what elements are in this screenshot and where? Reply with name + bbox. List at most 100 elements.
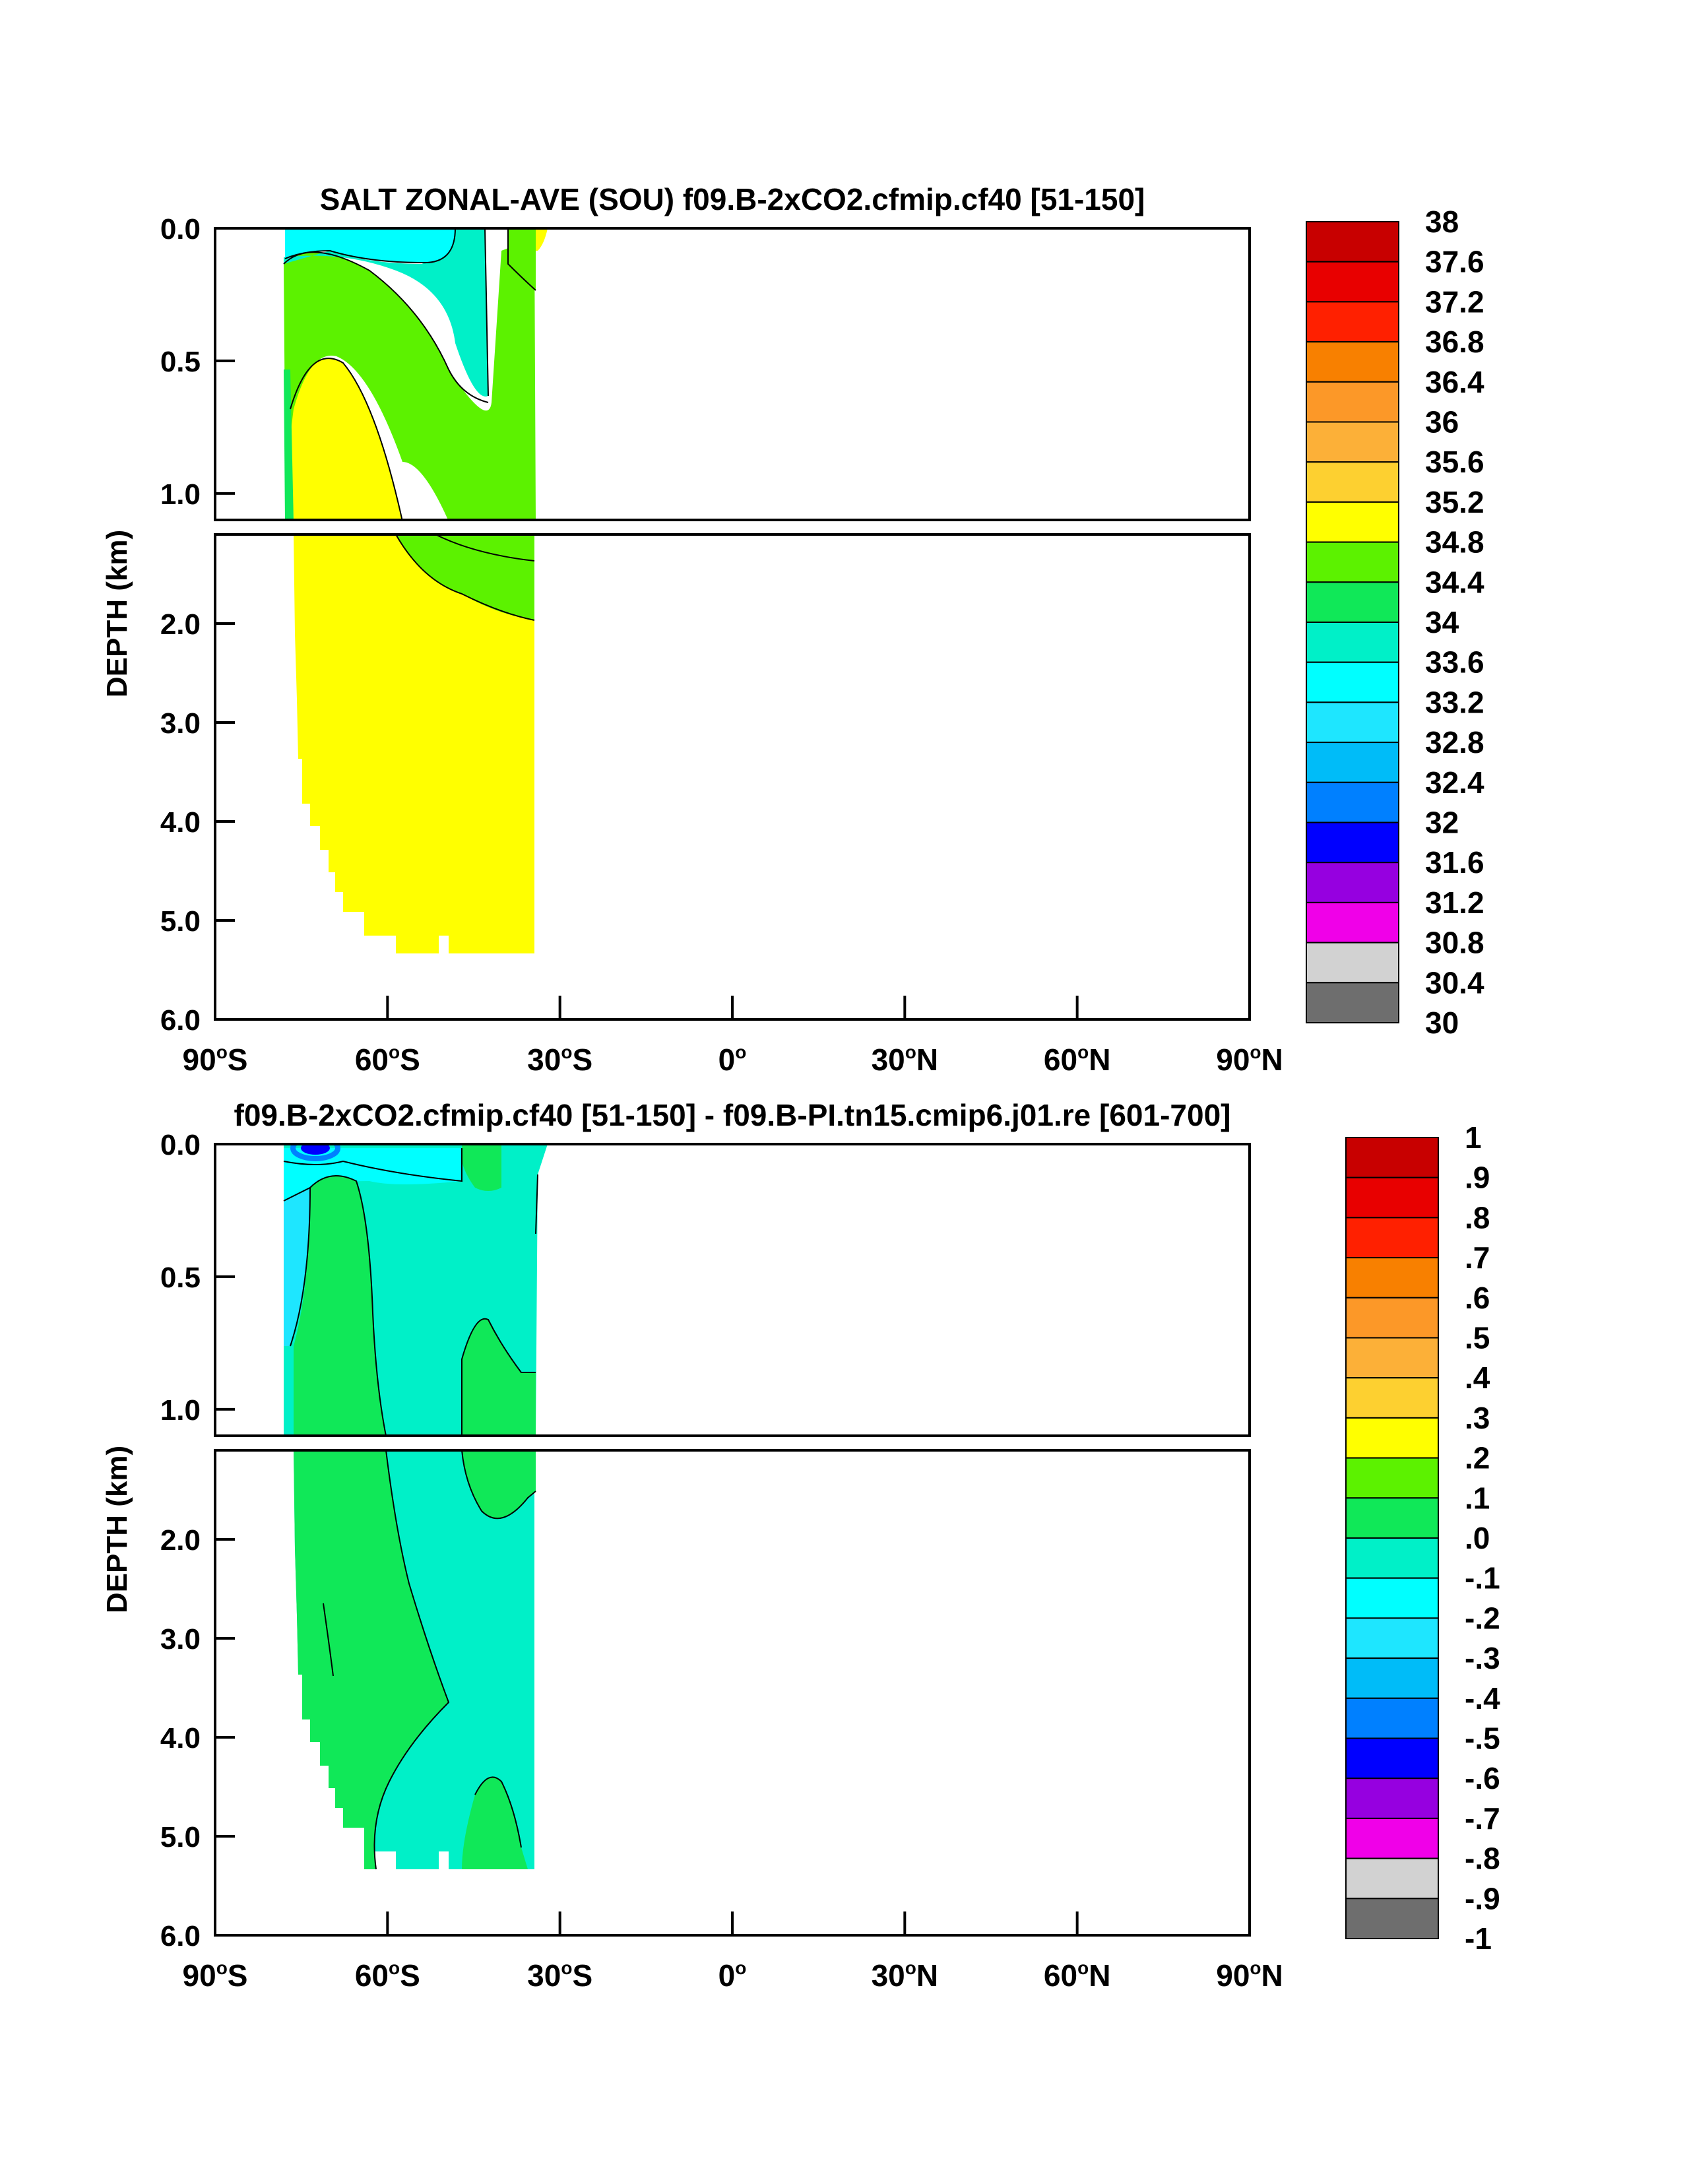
colorbar-label: 30	[1425, 1006, 1459, 1040]
colorbar-label: 36.8	[1425, 325, 1484, 359]
contour-line	[484, 228, 489, 397]
chart-title: f09.B-2xCO2.cfmip.cf40 [51-150] - f09.B-…	[234, 1098, 1231, 1132]
colorbar-label: .5	[1465, 1321, 1490, 1355]
colorbar-label: -1	[1465, 1921, 1492, 1956]
field-green-deep	[294, 1450, 449, 1869]
field-cyan	[284, 1148, 462, 1201]
colorbar-label: 36	[1425, 405, 1459, 439]
field-green-north	[462, 1318, 536, 1436]
colorbar-box	[1345, 1778, 1439, 1819]
colorbar-label: .7	[1465, 1240, 1490, 1275]
chart-title: SALT ZONAL-AVE (SOU) f09.B-2xCO2.cfmip.c…	[320, 182, 1145, 216]
x-tick-label: 60oN	[1044, 1042, 1111, 1077]
colorbar-box	[1306, 622, 1399, 663]
x-tick-label: 30oS	[527, 1958, 592, 1993]
field-cyan2	[284, 1188, 310, 1346]
contour-line	[283, 1148, 462, 1182]
colorbar: 1 .9 .8 .7 .6 .5 .4 .3 .2 .1 .0 -.1 -.2 -.3 -.4 -.5 -.6 -…	[1345, 1120, 1500, 1956]
colorbar-box	[1345, 1537, 1439, 1579]
colorbar-label: 36.4	[1425, 365, 1484, 399]
field-blue-spot	[301, 1144, 330, 1155]
colorbar-label: .9	[1465, 1161, 1490, 1195]
contour-line	[283, 251, 489, 403]
y-tick-label: 3.0	[160, 707, 201, 740]
colorbar-label: 33.6	[1425, 645, 1484, 680]
colorbar-label: .3	[1465, 1401, 1490, 1435]
y-axis-label: DEPTH (km)	[101, 1446, 133, 1613]
field-green-north	[508, 228, 536, 290]
y-ticks-lower: 2.0 3.0 4.0 5.0 6.0	[160, 1524, 235, 1952]
y-tick-label: 1.0	[160, 1394, 201, 1427]
colorbar-label: 35.6	[1425, 445, 1484, 479]
y-tick-label: 5.0	[160, 905, 201, 938]
contour-line	[284, 228, 456, 264]
colorbar-box	[1306, 821, 1399, 864]
field-green-top	[462, 1144, 501, 1191]
colorbar-box	[1345, 1617, 1439, 1659]
colorbar-box	[1345, 1817, 1439, 1859]
colorbar-label: 38	[1425, 205, 1459, 239]
colorbar-label: 32.4	[1425, 765, 1484, 800]
field-green-north-deep	[462, 1450, 536, 1519]
x-tick-label: 30oS	[527, 1042, 592, 1077]
field-green-blob	[462, 1777, 528, 1869]
upper-panel-frame	[214, 1143, 1251, 1437]
y-ticks-lower: 2.0 3.0 4.0 5.0 6.0	[160, 608, 235, 1037]
x-tick-label: 90oN	[1216, 1958, 1283, 1993]
colorbar-box	[1306, 421, 1399, 463]
colorbar-label: 32	[1425, 806, 1459, 840]
y-tick-label: 1.0	[160, 478, 201, 511]
contour-line	[283, 1186, 311, 1347]
colorbar-box	[1306, 341, 1399, 383]
colorbar-label: 30.8	[1425, 926, 1484, 960]
colorbar-box	[1345, 1217, 1439, 1259]
colorbar-label: 31.2	[1425, 885, 1484, 920]
colorbar-label: 34	[1425, 605, 1459, 639]
chart-salt-difference: f09.B-2xCO2.cfmip.cf40 [51-150] - f09.B-…	[101, 1098, 1500, 1993]
contour-line	[395, 534, 535, 621]
colorbar-label: .4	[1465, 1361, 1490, 1395]
chart-salt-zonal-ave: SALT ZONAL-AVE (SOU) f09.B-2xCO2.cfmip.c…	[101, 182, 1484, 1077]
y-tick-label: 2.0	[160, 608, 201, 641]
colorbar-label: .6	[1465, 1281, 1490, 1315]
x-tick-label: 30oN	[872, 1958, 939, 1993]
y-tick-label: 6.0	[160, 1004, 201, 1037]
contour-line	[373, 1450, 450, 1870]
colorbar-box	[1306, 862, 1399, 903]
colorbar-box	[1345, 1137, 1439, 1178]
x-ticks: 90oS 60oS 30oS 0o 30oN 60oN 90oN	[183, 1911, 1283, 1993]
y-axis-label: DEPTH (km)	[101, 530, 133, 697]
y-tick-label: 0.5	[160, 346, 201, 378]
upper-panel-field	[283, 1144, 548, 1436]
lower-panel-field	[294, 534, 535, 953]
colorbar-label: -.6	[1465, 1761, 1500, 1795]
y-ticks-upper: 0.0 0.5 1.0	[160, 213, 235, 511]
x-tick-label: 60oS	[355, 1958, 420, 1993]
colorbar-box	[1306, 301, 1399, 343]
y-ticks-upper: 0.0 0.5 1.0	[160, 1129, 235, 1427]
field-yellow-deep	[294, 534, 534, 953]
colorbar-box	[1306, 581, 1399, 623]
y-tick-label: 5.0	[160, 1821, 201, 1853]
colorbar: 38 37.6 37.2 36.8 36.4 36 35.6 35.2 34.8 34.4 34 33…	[1306, 205, 1484, 1040]
colorbar-label: .1	[1465, 1481, 1490, 1515]
upper-panel-frame	[214, 227, 1251, 521]
colorbar-label: -.3	[1465, 1641, 1500, 1675]
y-tick-label: 4.0	[160, 806, 201, 839]
colorbar-box	[1306, 541, 1399, 583]
contour-line	[474, 1776, 522, 1848]
colorbar-box	[1345, 1857, 1439, 1900]
contour-line	[323, 1603, 334, 1677]
field-yellow	[290, 358, 402, 520]
contour-line	[461, 1450, 536, 1520]
x-tick-label: 0o	[718, 1042, 747, 1077]
colorbar-label: 32.8	[1425, 725, 1484, 759]
lower-panel-field	[294, 1450, 536, 1870]
colorbar-label: -.7	[1465, 1801, 1500, 1836]
x-tick-label: 90oS	[183, 1042, 248, 1077]
y-tick-label: 6.0	[160, 1920, 201, 1952]
colorbar-box	[1306, 701, 1399, 744]
colorbar-box	[1345, 1657, 1439, 1699]
colorbar-label: 37.2	[1425, 284, 1484, 319]
